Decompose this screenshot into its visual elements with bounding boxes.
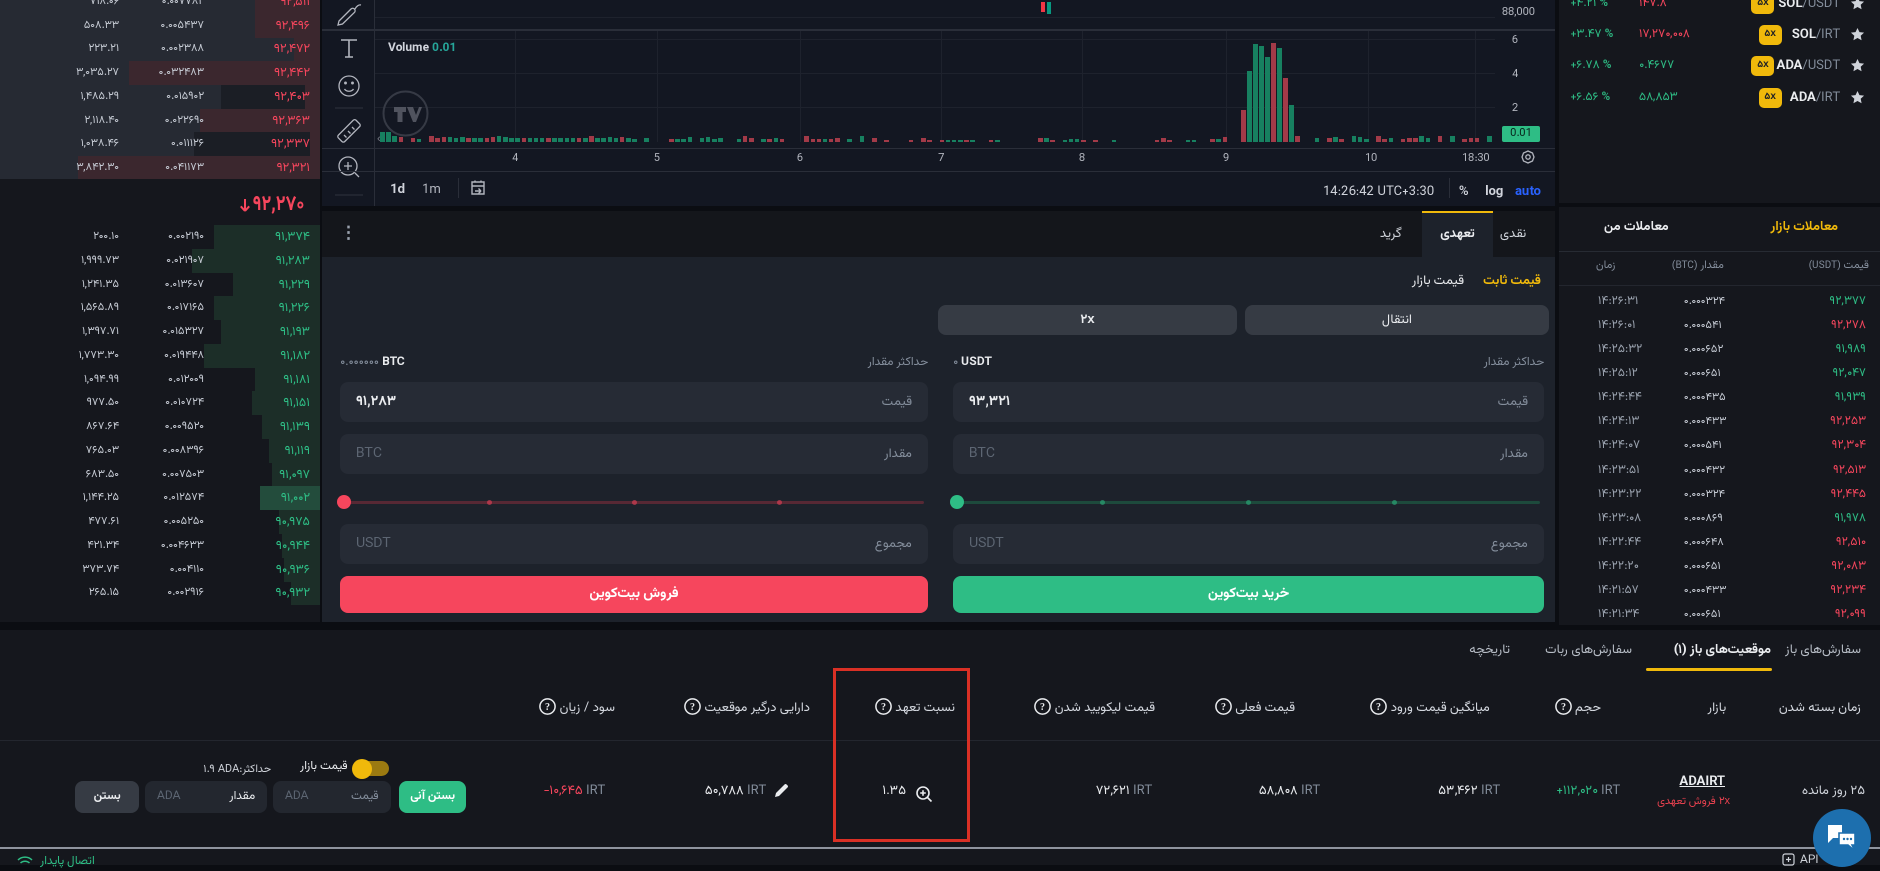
svg-text:?: ? [690,701,695,715]
svg-text:?: ? [1561,701,1566,715]
svg-text:?: ? [1040,701,1045,715]
svg-text:?: ? [545,701,550,715]
svg-text:?: ? [1376,701,1381,715]
svg-text:?: ? [1221,701,1226,715]
svg-text:?: ? [881,701,886,715]
